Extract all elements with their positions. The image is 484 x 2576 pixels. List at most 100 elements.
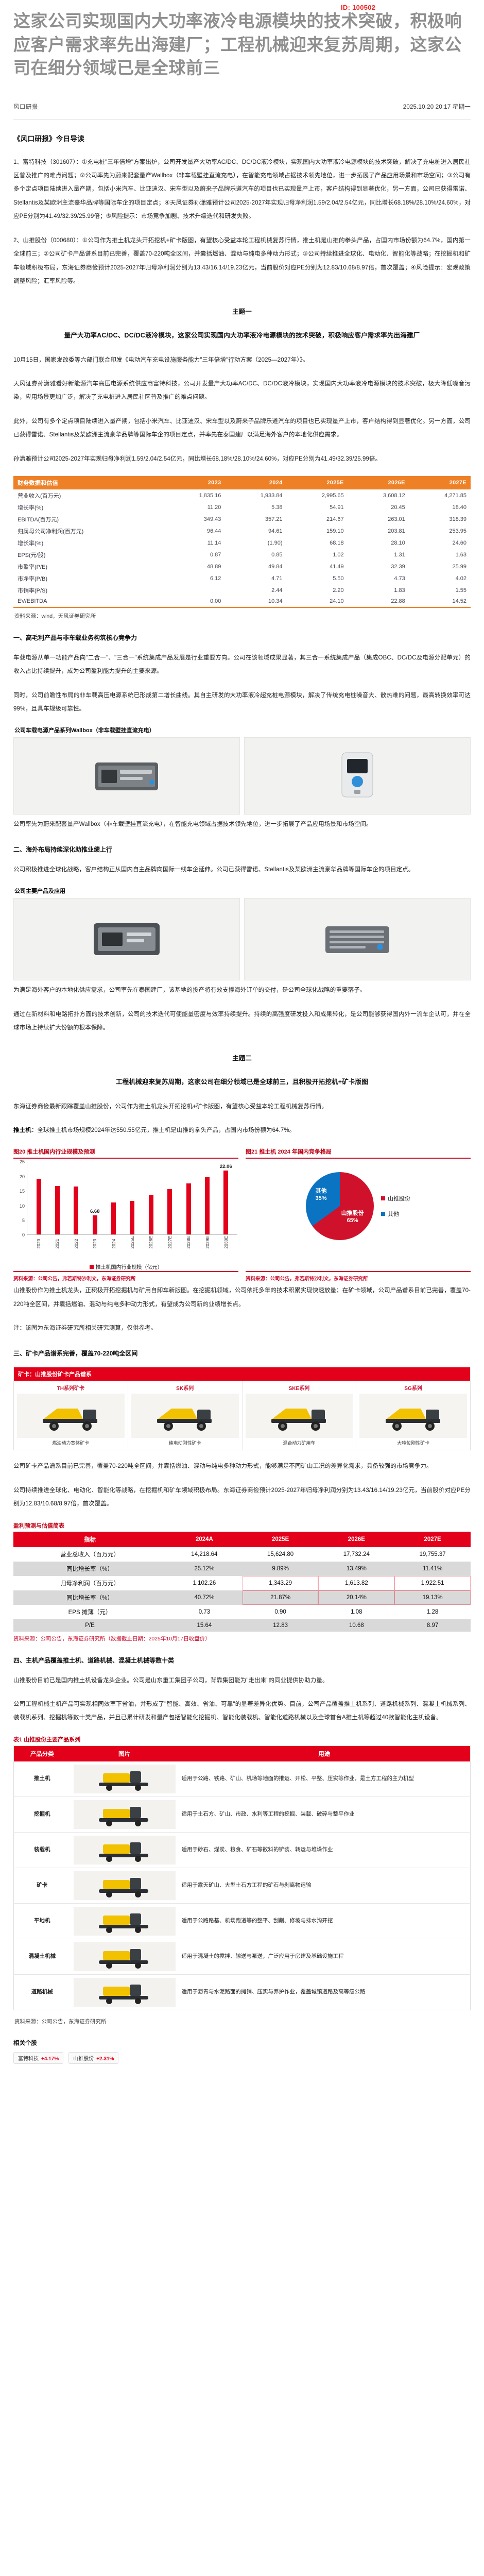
x-axis-label: 2024 bbox=[111, 1239, 116, 1249]
bar-chart-body: 25 20 15 10 5 0 6.68 22.06 2020 2021 2022 2023 202… bbox=[13, 1159, 238, 1270]
profit-table-header-row: 指标 2024A 2025E 2026E 2027E bbox=[13, 1531, 471, 1547]
table-cell: 10.34 bbox=[225, 596, 287, 608]
table-row: 增长率(%) 11.20 5.38 54.91 20.45 18.40 bbox=[13, 501, 471, 513]
fin-table-source: 资料来源：wind，天风证券研究所 bbox=[14, 613, 96, 619]
mining-truck-icon bbox=[157, 1408, 212, 1431]
y-axis-tick: 25 bbox=[19, 1159, 25, 1165]
profit-col-head-0: 指标 bbox=[13, 1531, 167, 1547]
table-cell: 214.67 bbox=[326, 516, 344, 522]
mining-truck-icon bbox=[43, 1408, 98, 1431]
table-cell: 14.52 bbox=[409, 596, 471, 608]
bar bbox=[111, 1202, 116, 1235]
bar bbox=[74, 1187, 79, 1235]
table-row: 装载机 适用于砂石、煤炭、粮食、矿石等散料的铲装、转运与堆垛作业 bbox=[13, 1832, 471, 1868]
minecart-cell-caption: 燃油动力宽体矿卡 bbox=[52, 1440, 90, 1446]
pie-chart-card: 图21 推土机 2024 年国内竞争格局 山推股份 65% 其他 35% bbox=[246, 1147, 471, 1282]
table-row: 增长率(%) 11.14 (1.90) 68.18 28.10 24.60 bbox=[13, 537, 471, 549]
topic-1-p3: 此外，公司有多个定点项目陆续进入量产期，包括小米汽车、比亚迪汉、宋车型以及蔚来子… bbox=[13, 418, 471, 438]
article-page: 这家公司实现国内大功率液冷电源模块的技术突破，积极响应客户需求率先出海建厂；工程… bbox=[13, 4, 471, 2064]
table-cell: 1,102.26 bbox=[193, 1580, 216, 1586]
table-cell: 1,922.51 bbox=[394, 1576, 471, 1590]
table-row: 道路机械 适用于沥青与水泥路面的摊铺、压实与养护作业，覆盖城镇道路及高等级公路 bbox=[13, 1974, 471, 2010]
table-cell: 10.68 bbox=[318, 1619, 395, 1632]
y-axis-tick: 15 bbox=[19, 1189, 25, 1194]
table-row: EPS 摊薄（元） 0.73 0.90 1.08 1.28 bbox=[13, 1605, 471, 1619]
minecart-cell-image bbox=[131, 1393, 239, 1438]
row-label: 市盈率(P/E) bbox=[18, 564, 48, 570]
mining-truck-icon bbox=[271, 1408, 326, 1431]
stock-name: 富特科技 bbox=[18, 2056, 39, 2062]
table-cell: 28.10 bbox=[391, 539, 405, 546]
table-cell: 20.45 bbox=[391, 504, 405, 511]
table-cell: 13.49% bbox=[318, 1561, 395, 1576]
table-cell: 0.90 bbox=[274, 1608, 286, 1615]
topic-1-p4: 孙潇雅预计公司2025-2027年实现归母净利润1.59/2.04/2.54亿元… bbox=[13, 455, 382, 462]
section-2-p2: 为满足海外客户的本地化供应需求，公司率先在泰国建厂，该基地的投产将有效支撑海外订… bbox=[13, 987, 366, 994]
bar bbox=[36, 1178, 41, 1235]
table-cell: 0.87 bbox=[210, 551, 221, 558]
table-cell: 318.39 bbox=[449, 516, 466, 522]
product-category: 挖掘机 bbox=[13, 1797, 71, 1833]
product-photo-obc bbox=[13, 737, 240, 815]
product-table-header-row: 产品分类 图片 用途 bbox=[13, 1745, 471, 1761]
x-axis-label: 2027E bbox=[167, 1236, 172, 1249]
table-cell: 41.49 bbox=[330, 563, 344, 570]
bar-chart-plot: 25 20 15 10 5 0 6.68 22.06 2020 2021 2022 2023 202… bbox=[13, 1159, 238, 1270]
pie-chart-circle: 山推股份 65% 其他 35% bbox=[306, 1172, 374, 1241]
product-use: 适用于土石方、矿山、市政、水利等工程的挖掘、装载、破碎与整平作业 bbox=[178, 1797, 471, 1833]
row-label: 归母净利润（百万元） bbox=[60, 1580, 119, 1587]
pie-legend-label-0: 山推股份 bbox=[388, 1196, 410, 1202]
table-cell: 1,933.84 bbox=[260, 492, 283, 499]
table-cell: 1.28 bbox=[426, 1608, 439, 1615]
page-title-text: 这家公司实现国内大功率液冷电源模块的技术突破，积极响应客户需求率先出海建厂；工程… bbox=[13, 11, 462, 78]
table-cell: 17,732.24 bbox=[343, 1551, 370, 1557]
related-stock-chip[interactable]: 富特科技 +4.17% bbox=[13, 2052, 64, 2064]
pie-legend-label-1: 其他 bbox=[388, 1211, 399, 1218]
col-head-4: 2026E bbox=[348, 476, 409, 490]
pie-chart-body: 山推股份 65% 其他 35% 山推股份 其他 bbox=[246, 1162, 471, 1268]
table-cell: 1,613.82 bbox=[318, 1576, 394, 1590]
minecart-cell-image bbox=[17, 1393, 125, 1438]
product-category: 装载机 bbox=[13, 1832, 71, 1868]
bar: 22.06 bbox=[220, 1164, 232, 1235]
product-photo-wallbox bbox=[244, 737, 471, 815]
table-row: 挖掘机 适用于土石方、矿山、市政、水利等工程的挖掘、装载、破碎与整平作业 bbox=[13, 1797, 471, 1833]
pie-chart-legend: 山推股份 其他 bbox=[381, 1187, 410, 1225]
table-cell: 1.55 bbox=[455, 587, 466, 594]
bar-chart-title: 图20 推土机国内行业规模及预测 bbox=[13, 1149, 95, 1156]
table-cell: 22.88 bbox=[348, 596, 409, 608]
figure-wallbox-images bbox=[13, 737, 471, 815]
row-label: EV/EBITDA bbox=[13, 596, 164, 608]
section-3-heading: 三、矿卡产品谱系完善，覆盖70-220吨全区间 bbox=[13, 1349, 138, 1357]
intro-item-2: 2、山推股份（000680）：①公司作为推土机龙头开拓挖机+矿卡版图，有望核心受… bbox=[13, 237, 471, 285]
figure-products-images bbox=[13, 898, 471, 981]
figure-products-caption: 公司主要产品及应用 bbox=[14, 888, 65, 895]
table-header-row: 财务数据和估值 2023 2024 2025E 2026E 2027E bbox=[13, 476, 471, 490]
table-cell: 349.43 bbox=[203, 516, 221, 522]
profit-table-note: 资料来源：公司公告，东海证券研究所（数据截止日期：2025年10月17日收盘价） bbox=[13, 1635, 211, 1642]
article-meta: 风口研报 2025.10.20 20:17 星期一 bbox=[13, 103, 471, 114]
y-axis-tick: 10 bbox=[19, 1203, 25, 1209]
table-cell: 0.73 bbox=[198, 1608, 211, 1615]
row-label: 增长率(%) bbox=[18, 504, 44, 511]
col-head-3: 2025E bbox=[286, 476, 348, 490]
related-stock-chip[interactable]: 山推股份 +2.31% bbox=[68, 2052, 119, 2064]
legend-swatch-icon bbox=[381, 1196, 385, 1201]
table-row: 矿卡 适用于露天矿山、大型土石方工程的矿石与剥离物运输 bbox=[13, 1868, 471, 1904]
product-series-table: 产品分类 图片 用途 推土机 适用于公路、铁路、矿山、机场等地面的推运、开松、平… bbox=[13, 1745, 471, 2010]
minecart-cells: TH系列矿卡 燃油动力宽体矿卡 SK系列 纯电动刚性矿卡 SKE系列 混合动力矿用车… bbox=[14, 1380, 470, 1450]
table-cell: 24.60 bbox=[452, 539, 466, 546]
table-cell: 54.91 bbox=[330, 504, 344, 511]
table-cell: 3,608.12 bbox=[383, 492, 405, 499]
x-axis-label: 2026E bbox=[148, 1236, 154, 1249]
product-table-source: 资料来源：公司公告，东海证券研究所 bbox=[14, 2018, 107, 2025]
intro-heading: 《风口研报》今日导读 bbox=[13, 134, 84, 143]
row-label: 市销率(P/S) bbox=[18, 587, 48, 594]
topic-2-p2-bold: 推土机 bbox=[13, 1127, 31, 1134]
product-use: 适用于公路、铁路、矿山、机场等地面的推运、开松、平整、压实等作业，是土方工程的主… bbox=[178, 1761, 471, 1797]
pie-slice-label-0: 山推股份 65% bbox=[341, 1210, 364, 1225]
table-cell: 12.83 bbox=[242, 1619, 319, 1632]
table-cell: 1.83 bbox=[394, 587, 405, 594]
bar-chart-y-axis: 25 20 15 10 5 0 bbox=[13, 1159, 26, 1238]
profit-forecast-table: 指标 2024A 2025E 2026E 2027E 营业总收入（百万元） 14,… bbox=[13, 1531, 471, 1632]
